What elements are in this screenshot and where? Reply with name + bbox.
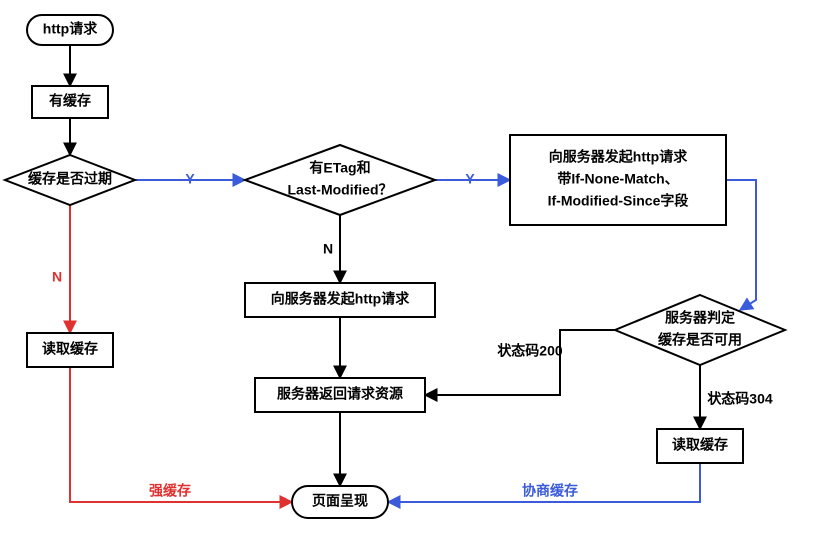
- edge-label-e6: N: [323, 241, 333, 257]
- node-render: 页面呈现: [292, 486, 388, 518]
- edge-label-e12: 强缓存: [149, 483, 191, 499]
- node-label-read_cache_l: 读取缓存: [42, 341, 98, 357]
- node-etag: 有ETag和 Last-Modified？: [245, 145, 435, 215]
- node-label-read_cache_r: 读取缓存: [672, 437, 728, 453]
- node-read_cache_r: 读取缓存: [657, 429, 743, 463]
- node-label-plain_req: 向服务器发起http请求: [271, 291, 410, 307]
- node-label-server_judge-1: 缓存是否可用: [658, 332, 742, 348]
- edge-label-e9: 状态码200: [497, 343, 563, 359]
- edge-label-e13: 协商缓存: [522, 483, 578, 499]
- node-start: http请求: [27, 15, 113, 45]
- node-label-etag-0: 有ETag和: [309, 160, 370, 176]
- node-server_judge: 服务器判定缓存是否可用: [615, 295, 785, 365]
- node-label-etag-1: Last-Modified？: [288, 182, 393, 198]
- node-label-cond_req-1: 带If-None-Match、: [557, 171, 678, 187]
- node-label-cond_req-0: 向服务器发起http请求: [549, 149, 688, 165]
- node-expired: 缓存是否过期: [5, 155, 135, 205]
- edge-e7: [726, 180, 756, 310]
- edge-label-e4: N: [52, 269, 62, 285]
- http-cache-flowchart: http请求有缓存缓存是否过期 有ETag和 Last-Modified？ 向服务器发…: [0, 0, 817, 554]
- edge-label-e5: Y: [465, 171, 475, 187]
- edge-label-e3: Y: [185, 171, 195, 187]
- node-server_ret: 服务器返回请求资源: [255, 378, 425, 412]
- node-label-has_cache: 有缓存: [49, 93, 91, 109]
- node-label-server_ret: 服务器返回请求资源: [277, 386, 403, 402]
- node-cond_req: 向服务器发起http请求带If-None-Match、 If-Modified-S…: [510, 135, 726, 225]
- node-label-start: http请求: [43, 21, 98, 37]
- edge-label-e10: 状态码304: [707, 391, 773, 407]
- node-plain_req: 向服务器发起http请求: [245, 283, 435, 317]
- node-label-cond_req-2: If-Modified-Since字段: [548, 193, 689, 209]
- node-has_cache: 有缓存: [32, 86, 108, 118]
- edge-e9: [425, 330, 615, 395]
- node-label-server_judge-0: 服务器判定: [665, 310, 735, 326]
- node-label-expired: 缓存是否过期: [28, 171, 112, 187]
- node-read_cache_l: 读取缓存: [27, 333, 113, 367]
- node-label-render: 页面呈现: [312, 493, 368, 509]
